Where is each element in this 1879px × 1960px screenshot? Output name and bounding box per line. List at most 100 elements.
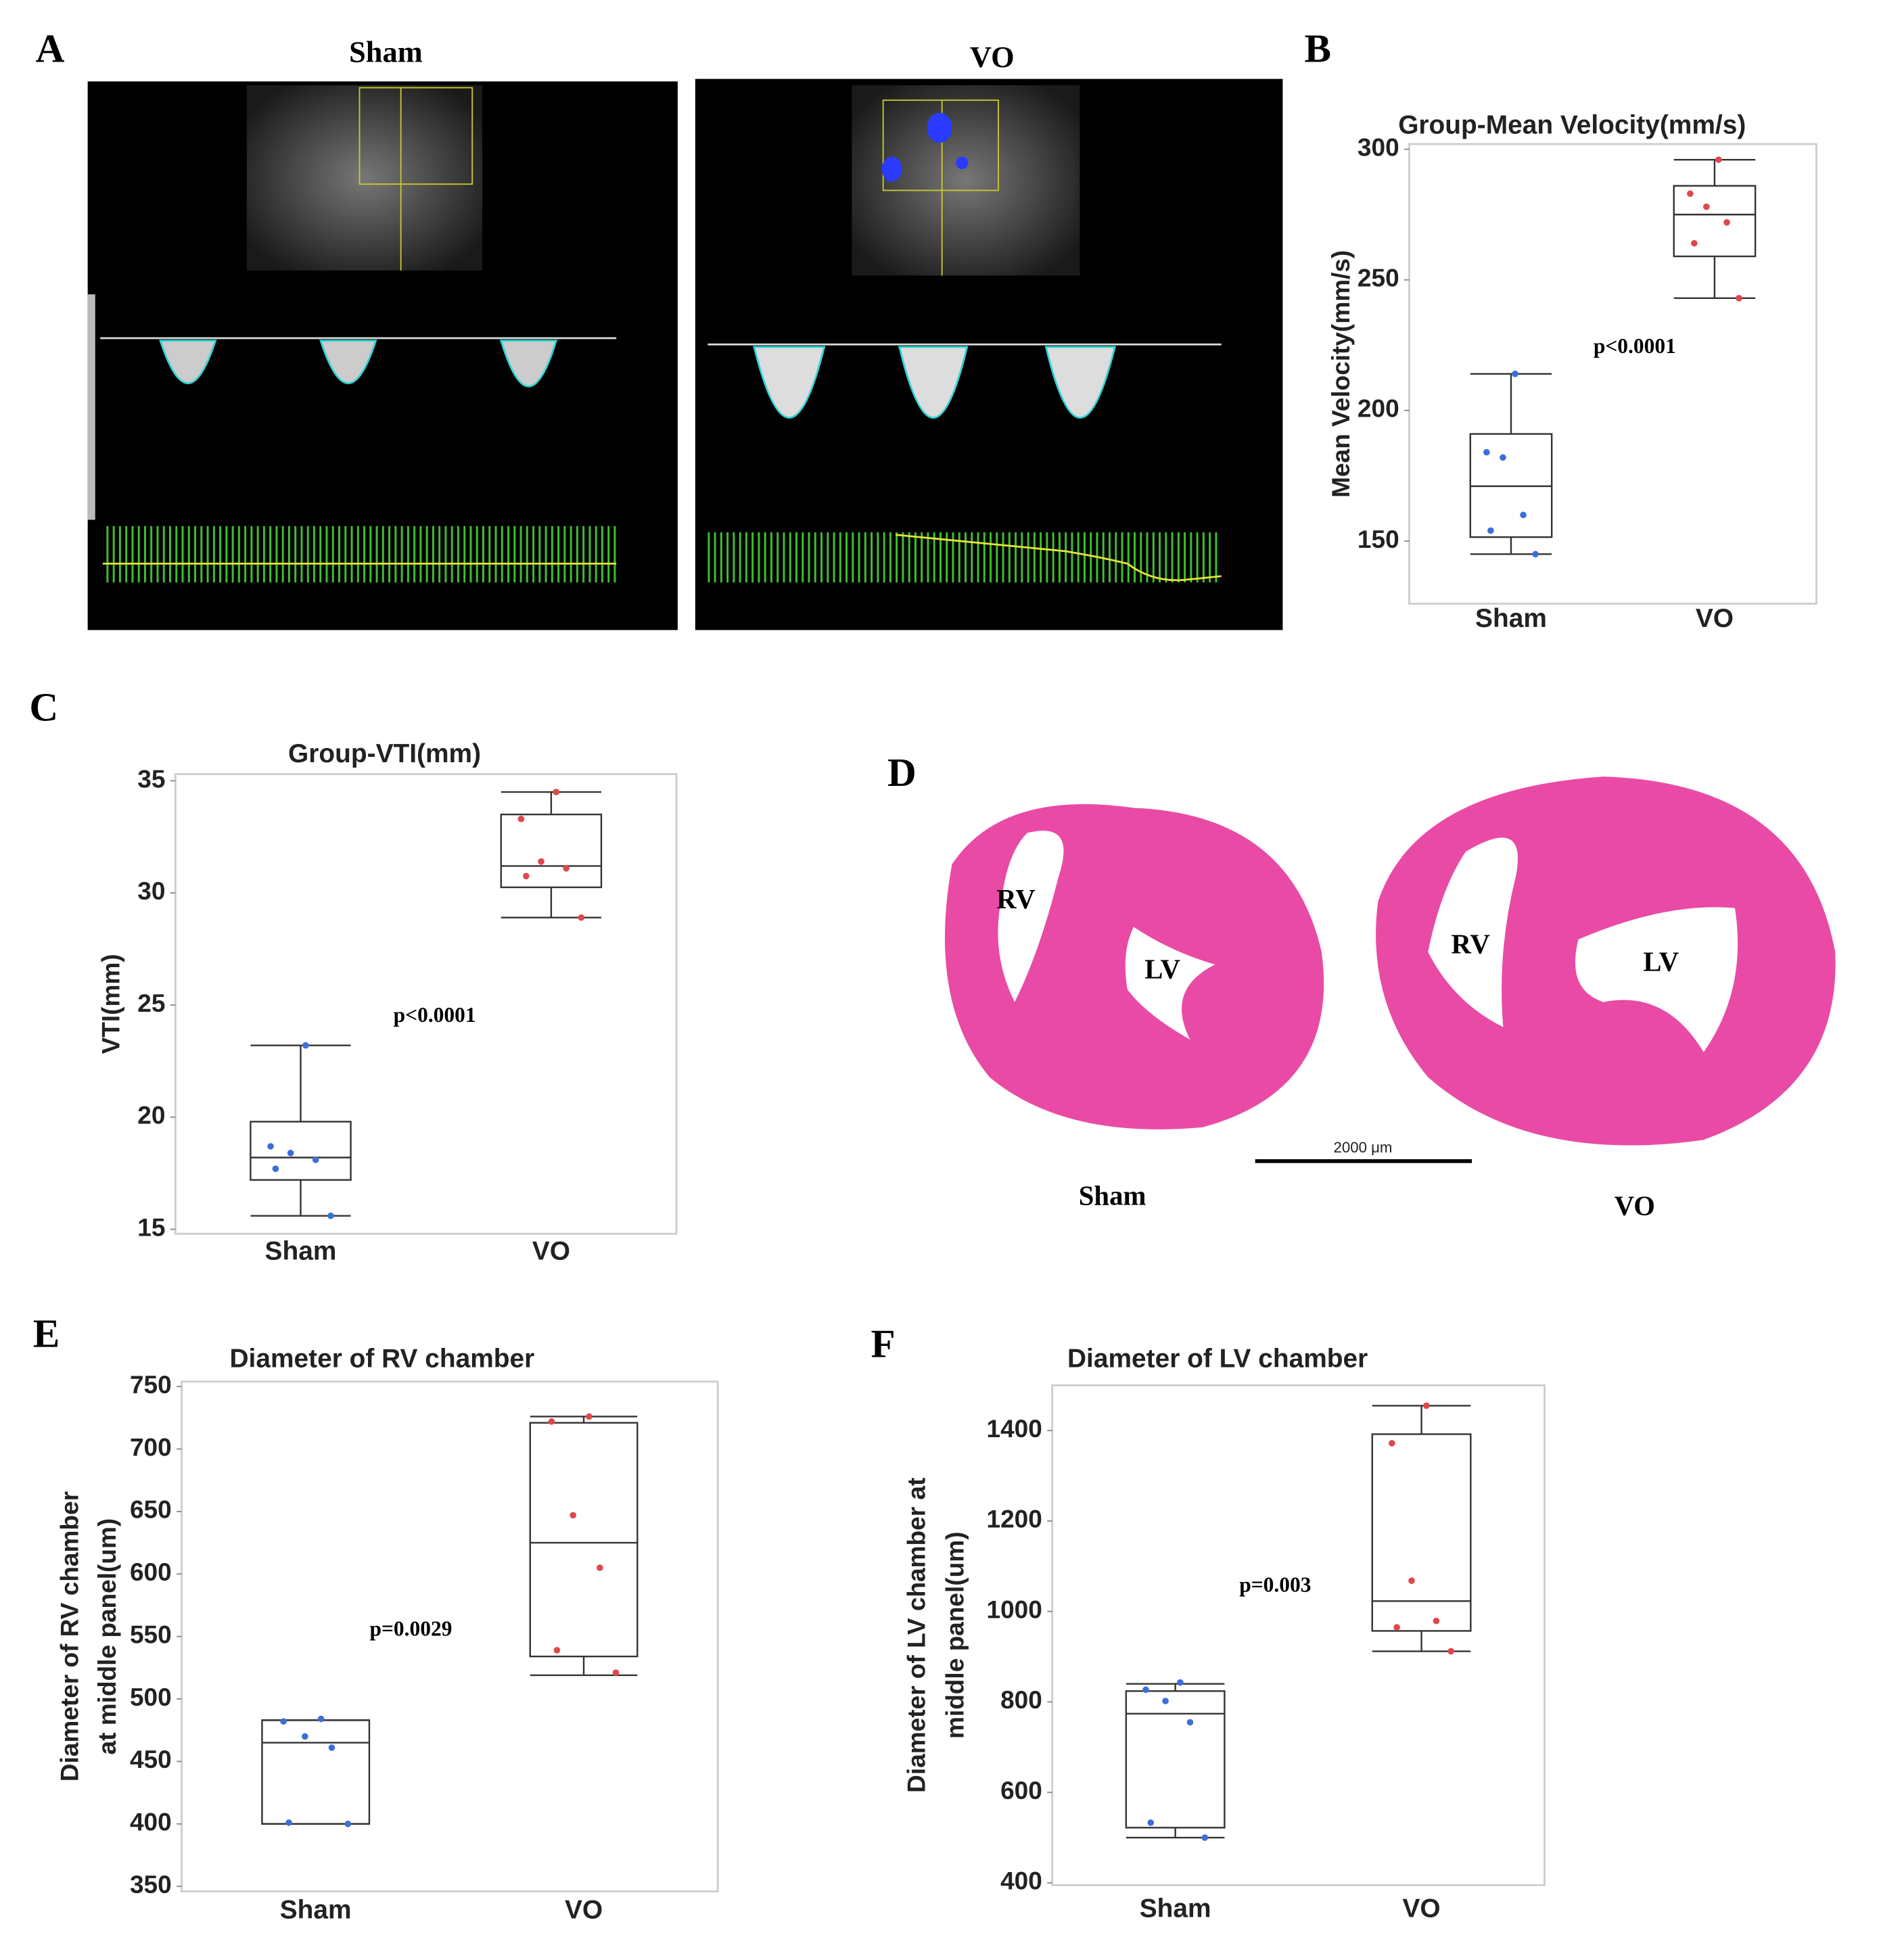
data-point bbox=[612, 1669, 620, 1677]
data-point bbox=[1691, 239, 1698, 247]
x-tick-label: VO bbox=[1402, 1894, 1440, 1923]
data-point bbox=[317, 1715, 325, 1723]
y-axis-label: VTI(mm) bbox=[96, 954, 124, 1054]
data-point bbox=[1147, 1819, 1155, 1826]
chamber-label: RV bbox=[996, 884, 1035, 914]
y-tick-label: 30 bbox=[137, 877, 165, 905]
y-tick-label: 1000 bbox=[987, 1595, 1042, 1623]
y-tick-label: 1200 bbox=[987, 1505, 1042, 1533]
y-tick-label: 350 bbox=[130, 1870, 172, 1898]
y-tick-label: 200 bbox=[1358, 394, 1399, 423]
data-point bbox=[327, 1212, 334, 1219]
y-tick-label: 550 bbox=[130, 1620, 172, 1648]
plot-frame bbox=[174, 773, 678, 1235]
chamber-label: LV bbox=[1643, 946, 1679, 977]
data-point bbox=[1520, 511, 1527, 519]
data-point bbox=[1512, 371, 1518, 377]
chamber-label: LV bbox=[1144, 954, 1180, 984]
y-tick-label: 25 bbox=[137, 989, 165, 1017]
data-point bbox=[328, 1744, 335, 1751]
y-tick-label: 600 bbox=[1000, 1776, 1042, 1804]
data-point bbox=[302, 1042, 309, 1049]
y-axis-label: at middle panel(um) bbox=[93, 1518, 121, 1755]
chart-title: Group-Mean Velocity(mm/s) bbox=[1398, 110, 1746, 139]
box bbox=[1673, 185, 1757, 258]
plot-frame bbox=[1051, 1384, 1546, 1886]
data-point bbox=[553, 789, 560, 795]
annotation: p=0.003 bbox=[1239, 1573, 1311, 1597]
chart-title: Diameter of LV chamber bbox=[1067, 1345, 1368, 1374]
x-tick-label: VO bbox=[532, 1236, 570, 1265]
y-tick-label: 700 bbox=[130, 1432, 172, 1461]
histology-section bbox=[944, 776, 1836, 1163]
box bbox=[261, 1719, 371, 1825]
data-point bbox=[553, 1647, 561, 1654]
y-tick-label: 600 bbox=[130, 1558, 172, 1586]
box bbox=[1371, 1433, 1472, 1632]
annotation: p<0.0001 bbox=[1594, 334, 1676, 358]
data-point bbox=[1447, 1648, 1455, 1655]
box bbox=[250, 1121, 352, 1181]
y-tick-label: 650 bbox=[130, 1495, 172, 1524]
data-point bbox=[586, 1413, 593, 1420]
x-tick-label: VO bbox=[565, 1895, 603, 1924]
data-point bbox=[1389, 1440, 1395, 1447]
data-point bbox=[1715, 156, 1722, 163]
data-point bbox=[1723, 219, 1730, 226]
data-point bbox=[1500, 454, 1506, 461]
data-point bbox=[280, 1718, 287, 1725]
data-point bbox=[1736, 295, 1742, 302]
echo-title: Sham bbox=[349, 35, 423, 69]
y-tick-label: 300 bbox=[1358, 133, 1399, 161]
x-tick-label: Sham bbox=[265, 1236, 337, 1265]
data-point bbox=[517, 816, 525, 822]
scale-bar-label: 2000 μm bbox=[1334, 1139, 1393, 1156]
annotation: p<0.0001 bbox=[394, 1003, 476, 1027]
y-tick-label: 800 bbox=[1000, 1685, 1042, 1714]
panel-letter: F bbox=[871, 1321, 896, 1366]
data-point bbox=[1142, 1686, 1149, 1694]
data-point bbox=[272, 1165, 279, 1172]
box bbox=[529, 1422, 639, 1658]
chamber-label: RV bbox=[1452, 929, 1490, 959]
data-point bbox=[302, 1733, 308, 1740]
y-axis-label: Mean Velocity(mm/s) bbox=[1326, 250, 1355, 498]
data-point bbox=[287, 1150, 294, 1157]
y-tick-label: 500 bbox=[130, 1683, 172, 1711]
y-axis-label: middle panel(um) bbox=[941, 1532, 969, 1739]
panel-letter: E bbox=[33, 1311, 60, 1356]
data-point bbox=[570, 1512, 576, 1519]
y-axis-label: Diameter of RV chamber bbox=[55, 1491, 83, 1781]
data-point bbox=[548, 1418, 555, 1425]
data-point bbox=[1186, 1719, 1194, 1726]
panel-letter: C bbox=[29, 685, 58, 730]
data-point bbox=[1393, 1624, 1400, 1631]
box bbox=[500, 814, 603, 889]
y-tick-label: 450 bbox=[130, 1745, 172, 1773]
data-point bbox=[578, 914, 585, 921]
annotation: p=0.0029 bbox=[369, 1617, 452, 1641]
y-tick-label: 250 bbox=[1358, 264, 1399, 292]
data-point bbox=[267, 1143, 274, 1150]
data-point bbox=[1433, 1617, 1440, 1625]
data-point bbox=[1162, 1698, 1169, 1704]
data-point bbox=[1487, 527, 1494, 534]
panel-letter: D bbox=[887, 750, 917, 795]
y-tick-label: 400 bbox=[130, 1808, 172, 1836]
panel-letter: A bbox=[36, 26, 65, 70]
data-point bbox=[1686, 190, 1694, 197]
y-tick-label: 1400 bbox=[987, 1414, 1042, 1443]
chart-title: Diameter of RV chamber bbox=[229, 1345, 534, 1374]
y-tick-label: 35 bbox=[137, 764, 165, 793]
data-point bbox=[285, 1819, 292, 1826]
panel-letter: B bbox=[1305, 26, 1332, 70]
data-point bbox=[563, 864, 570, 872]
data-point bbox=[1483, 448, 1490, 456]
echo-title: VO bbox=[970, 40, 1015, 74]
histology-group: VO bbox=[1615, 1191, 1655, 1221]
plot-frame bbox=[1408, 143, 1817, 605]
data-point bbox=[344, 1820, 352, 1827]
data-point bbox=[1177, 1679, 1184, 1686]
histology-group: Sham bbox=[1079, 1181, 1146, 1211]
